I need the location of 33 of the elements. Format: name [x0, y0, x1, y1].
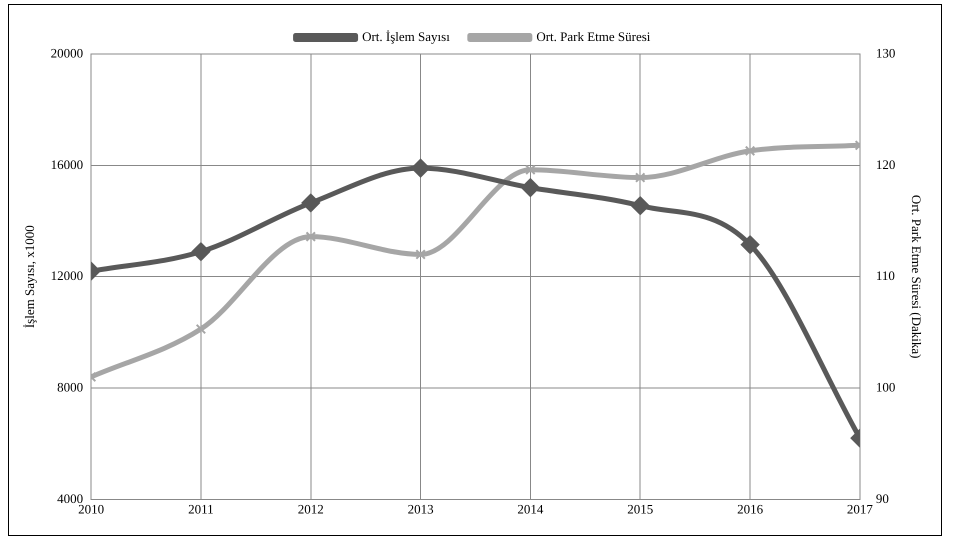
x-tick-label: 2012 — [298, 502, 324, 517]
legend-label: Ort. Park Etme Süresi — [536, 28, 651, 44]
x-tick-label: 2011 — [188, 502, 214, 517]
point — [525, 164, 536, 176]
y2-tick-label: 110 — [876, 268, 895, 284]
point — [306, 231, 316, 242]
point — [191, 242, 210, 262]
y2-tick-label: 90 — [876, 490, 889, 506]
point — [415, 249, 426, 260]
legend-label: Ort. İşlem Sayısı — [362, 28, 450, 44]
y2-tick-label: 130 — [876, 45, 896, 60]
point — [744, 146, 756, 156]
y2-axis-title: Ort. Park Etme Süresi (Dakika) — [908, 194, 924, 358]
y-tick-label: 8000 — [57, 379, 84, 394]
x-tick-label: 2013 — [408, 502, 434, 517]
y2-tick-label: 100 — [876, 379, 896, 394]
x-tick-label: 2014 — [517, 502, 544, 517]
frame: İşlem Sayısı, x1000 Ort. Park Etme Süresi (Dakika) Ort. İşlem Sayısı Ort. Park Etme Süresi 2010 2011 2012 2013 2014 2015 2016 2017 4000 8000 12000 16000 20000 90 100 110 120 130 — [8, 4, 942, 536]
point — [630, 196, 650, 216]
x-tick-label: 2016 — [737, 502, 764, 517]
y-tick-label: 12000 — [50, 268, 84, 284]
y-tick-label: 4000 — [57, 490, 84, 506]
x-tick-label: 2015 — [627, 502, 654, 517]
point — [301, 193, 320, 212]
y-tick-label: 20000 — [50, 45, 84, 60]
y2-tick-label: 120 — [876, 156, 896, 172]
y-tick-label: 16000 — [50, 156, 84, 172]
point — [740, 235, 760, 254]
point — [196, 324, 206, 334]
point — [635, 172, 646, 183]
point — [520, 178, 540, 198]
y-axis-title: İşlem Sayısı, x1000 — [22, 225, 38, 328]
x-tick-label: 2017 — [846, 502, 874, 517]
